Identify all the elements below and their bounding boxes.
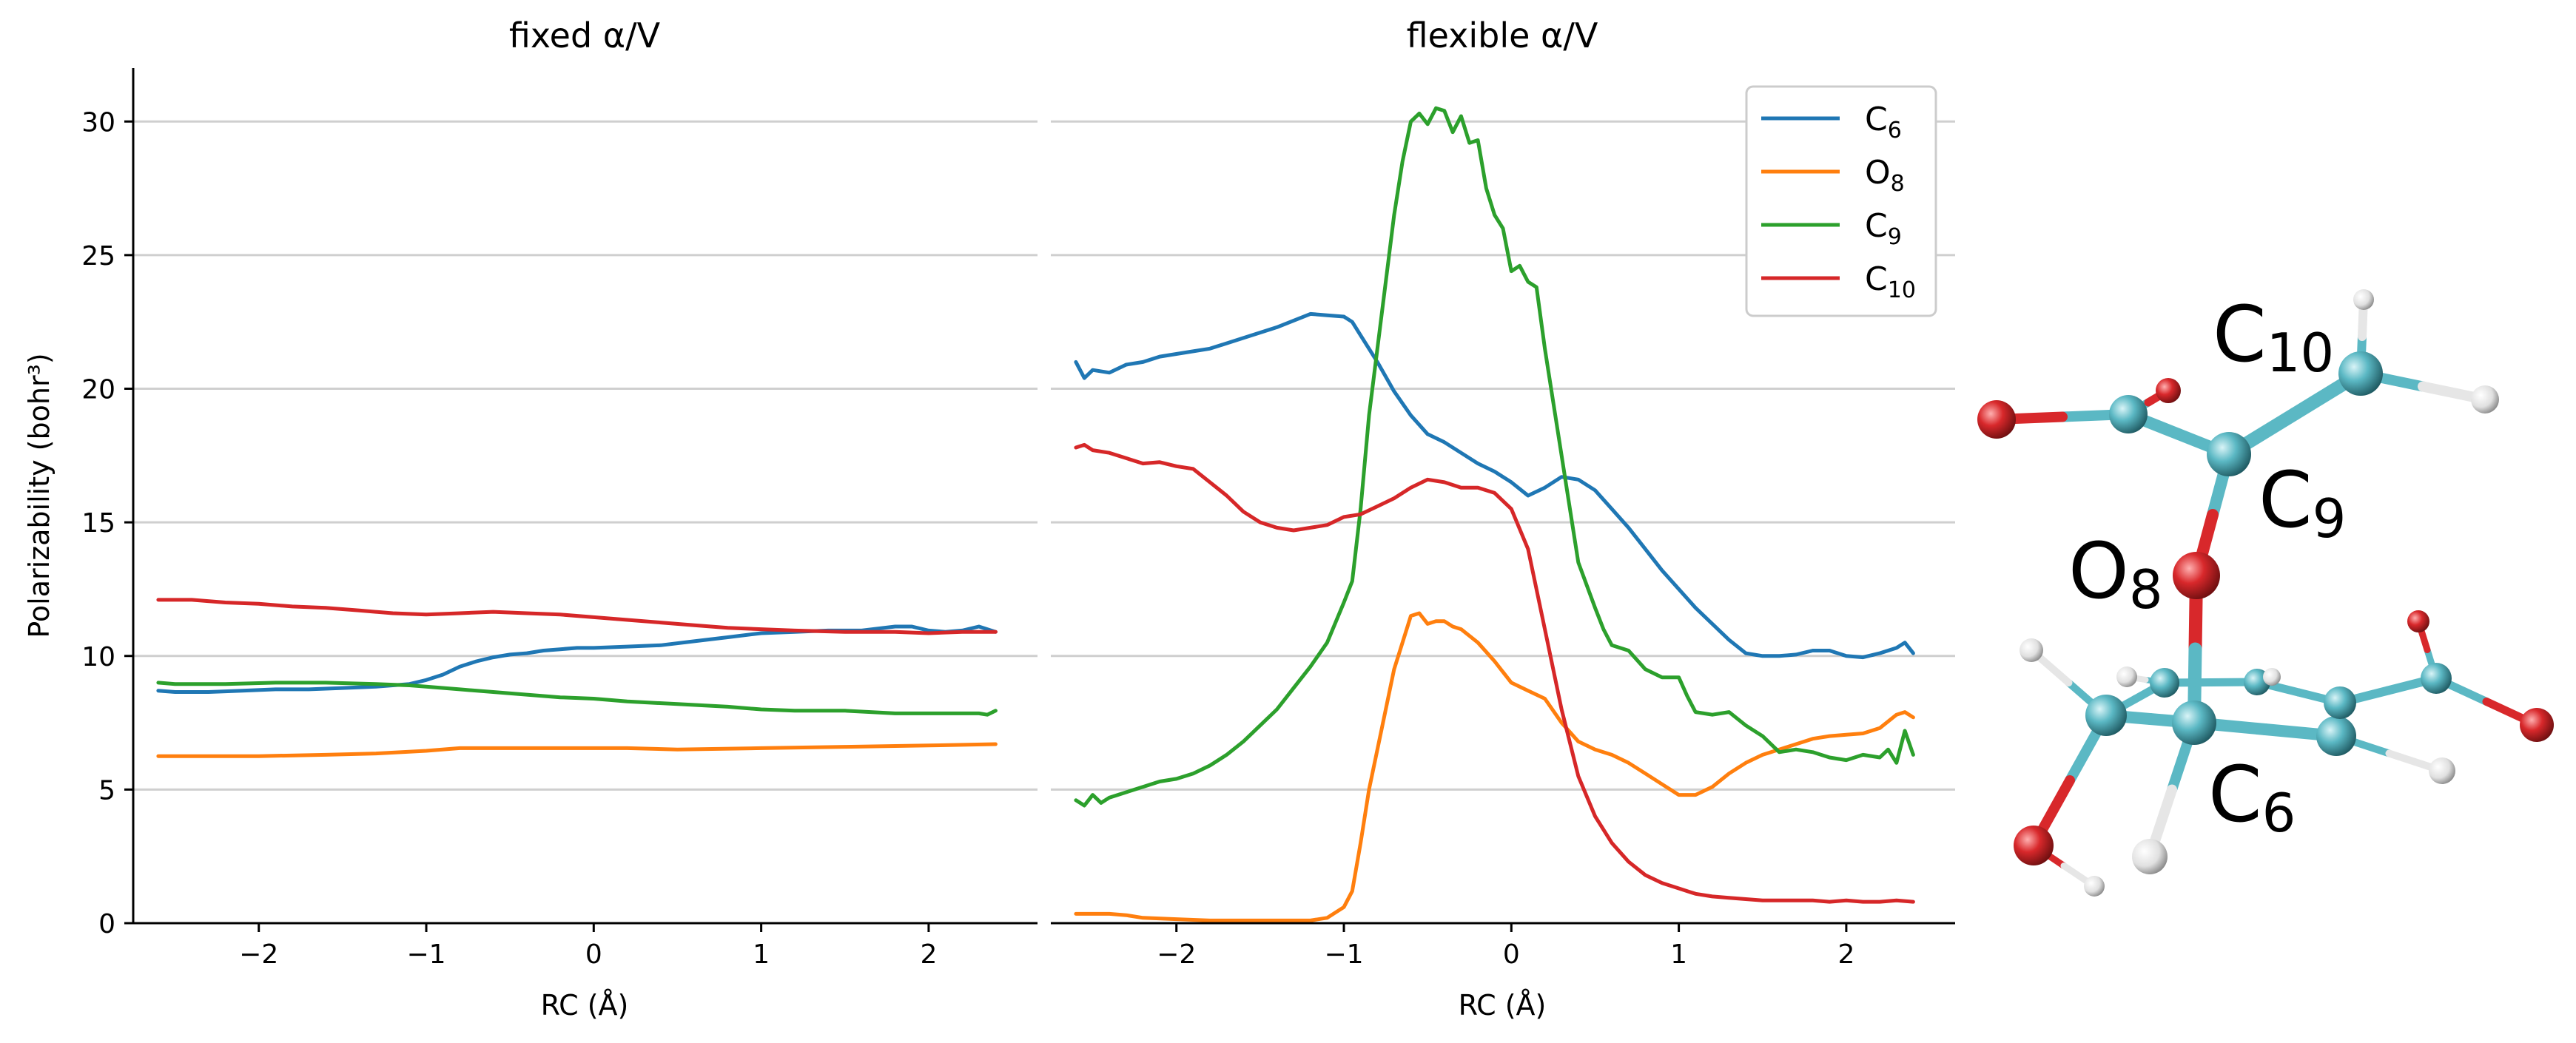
- y-tick-label: 30: [81, 107, 115, 138]
- legend-frame: [1745, 85, 1937, 317]
- x-tick-label: −1: [1324, 939, 1363, 970]
- legend: C6 O8 C9 C10: [1745, 85, 1937, 317]
- atom-label: C6: [2208, 749, 2296, 844]
- y-axis-label: Polarizability (bohr³): [23, 353, 56, 638]
- carbon-atom: [2109, 395, 2148, 433]
- atom-label: C9: [2259, 455, 2346, 550]
- series-line-c10: [1074, 442, 1915, 904]
- legend-label: C9: [1865, 207, 1902, 250]
- hydrogen-atom: [2471, 385, 2499, 414]
- x-tick-label: 2: [1837, 939, 1854, 970]
- atoms: [1977, 289, 2554, 897]
- series-lines: [1074, 106, 1915, 922]
- x-ticks: −2 −1 0 1 2: [1157, 923, 1854, 970]
- atom-label: C10: [2213, 289, 2334, 384]
- y-tick-label: 20: [81, 375, 115, 405]
- hydrogen-atom: [2263, 668, 2281, 686]
- oxygen-atom: [1977, 400, 2016, 439]
- oxygen-atom: [2520, 708, 2554, 742]
- series-line-o8: [1074, 611, 1915, 922]
- legend-label: O8: [1865, 154, 1905, 197]
- carbon-atom: [2324, 686, 2356, 719]
- legend-label: C10: [1865, 260, 1916, 303]
- x-tick-label: 0: [585, 939, 602, 970]
- hydrogen-atom: [2353, 289, 2374, 310]
- panel-title-fixed: fixed α/V: [509, 16, 661, 55]
- x-tick-label: −1: [406, 939, 445, 970]
- x-tick-label: 1: [753, 939, 770, 970]
- hydrogen-atom: [2132, 839, 2168, 874]
- carbon-atom: [2085, 695, 2127, 736]
- carbon-atom: [2338, 351, 2383, 396]
- axes: [132, 68, 1038, 925]
- x-axis-label: RC (Å): [1459, 989, 1547, 1022]
- y-tick-label: 15: [81, 508, 115, 539]
- y-tick-label: 5: [98, 775, 115, 806]
- panel-fixed: fixed α/V −2 −1 0 1 2 0 5 10 15 20 25 30 RC (Å) Po…: [23, 16, 1038, 1022]
- x-tick-label: −2: [239, 939, 278, 970]
- carbon-atom: [2150, 668, 2179, 698]
- panel-title-flexible: flexible α/V: [1407, 16, 1598, 55]
- series-line-c9: [1074, 106, 1915, 808]
- oxygen-atom: [2014, 826, 2054, 865]
- y-ticks: 0 5 10 15 20 25 30: [81, 107, 133, 939]
- molecule-diagram: C10 C9 O8 C6: [1977, 289, 2554, 897]
- x-ticks: −2 −1 0 1 2: [239, 923, 937, 970]
- carbon-atom: [2316, 716, 2356, 756]
- x-tick-label: 2: [920, 939, 937, 970]
- atom-labels: C10 C9 O8 C6: [2068, 289, 2346, 844]
- legend-label: C6: [1865, 101, 1902, 144]
- hydrogen-atom: [2429, 757, 2455, 784]
- oxygen-atom: [2156, 378, 2181, 403]
- series-lines: [156, 598, 998, 758]
- x-tick-label: 0: [1503, 939, 1520, 970]
- series-line-c6: [1074, 311, 1915, 660]
- hydrogen-atom: [2020, 638, 2043, 662]
- x-axis-label: RC (Å): [541, 989, 629, 1022]
- y-tick-label: 25: [81, 241, 115, 271]
- series-line-c10: [156, 598, 998, 635]
- panel-flexible: flexible α/V −2 −1 0 1 2 RC (Å): [1051, 16, 1955, 1022]
- carbon-atom: [2172, 701, 2216, 745]
- x-tick-label: 1: [1670, 939, 1687, 970]
- carbon-atom: [2421, 663, 2452, 694]
- oxygen-atom: [2407, 610, 2429, 632]
- carbon-atom: [2207, 432, 2251, 476]
- y-tick-label: 10: [81, 642, 115, 672]
- y-tick-label: 0: [98, 909, 115, 939]
- series-line-c6: [156, 624, 998, 694]
- atom-label: O8: [2068, 526, 2163, 621]
- oxygen-atom: [2173, 552, 2220, 599]
- hydrogen-atom: [2084, 876, 2105, 897]
- hydrogen-atom: [2116, 666, 2137, 687]
- series-line-c9: [156, 681, 998, 717]
- gridlines: [133, 120, 1038, 791]
- series-line-o8: [156, 742, 998, 758]
- x-tick-label: −2: [1157, 939, 1196, 970]
